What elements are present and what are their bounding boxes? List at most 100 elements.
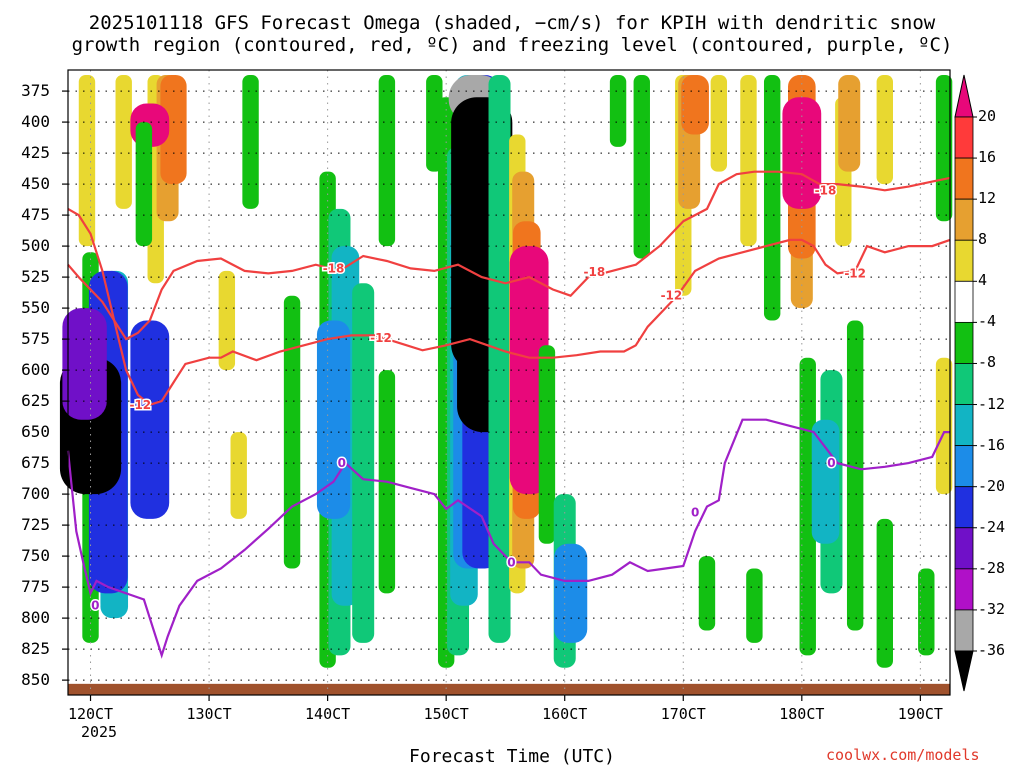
freezing-level-0-contour-label-4: 0 bbox=[827, 456, 835, 470]
colorbar-tick-label--8: -8 bbox=[978, 353, 997, 372]
omega-shade-cell-40 bbox=[538, 345, 556, 544]
y-tick-label-650: 650 bbox=[21, 422, 50, 442]
omega-shade-cell-23 bbox=[378, 74, 396, 247]
dgz-minus18-contour-line bbox=[67, 170, 951, 341]
colorbar-tick-label--20: -20 bbox=[978, 476, 1006, 495]
colorbar-band-8-to-4 bbox=[954, 239, 974, 282]
omega-shade-cell-56 bbox=[876, 74, 893, 185]
omega-shade-cell-5 bbox=[62, 308, 107, 420]
omega-shade-cell-63 bbox=[746, 568, 763, 643]
x-tick-label-150CT: 150CT bbox=[423, 705, 469, 723]
x-axis-year-label: 2025 bbox=[80, 723, 118, 741]
omega-shade-cell-21 bbox=[283, 295, 301, 569]
dgz-minus18-contour-label-2: -18 bbox=[815, 183, 837, 197]
y-tick-label-475: 475 bbox=[21, 205, 50, 225]
colorbar-tick-label-16: 16 bbox=[978, 148, 997, 167]
colorbar bbox=[954, 74, 977, 692]
y-tick-label-725: 725 bbox=[21, 515, 50, 535]
chart-title-line-2: growth region (contoured, red, ºC) and f… bbox=[71, 34, 953, 56]
omega-shade-cell-47 bbox=[681, 74, 709, 135]
y-tick-label-625: 625 bbox=[21, 391, 50, 411]
omega-shade-cell-60 bbox=[846, 320, 864, 631]
axis-ticks bbox=[62, 90, 921, 701]
freezing-level-0-contour-label-2: 0 bbox=[507, 555, 515, 569]
contour-layer: -18 -18 -18 -12 -12 -12 -12 0 0 0 0 0 bbox=[66, 170, 951, 659]
dgz-minus18-contour-label-0: -18 bbox=[323, 261, 345, 275]
x-tick-label-160CT: 160CT bbox=[542, 705, 588, 723]
omega-shade-cell-2 bbox=[130, 320, 170, 519]
colorbar-band-4-to--4 bbox=[954, 280, 974, 323]
colorbar-band--24-to--28 bbox=[954, 527, 974, 570]
omega-shade-cell-50 bbox=[763, 74, 781, 321]
y-tick-label-450: 450 bbox=[21, 174, 50, 194]
colorbar-band-20-to-16 bbox=[954, 116, 974, 159]
colorbar-tick-label-12: 12 bbox=[978, 189, 997, 208]
colorbar-tick-label--12: -12 bbox=[978, 394, 1006, 413]
omega-shade-cell-62 bbox=[698, 556, 716, 631]
colorbar-band--32-to--36 bbox=[954, 609, 974, 652]
omega-shade-cell-20 bbox=[352, 283, 375, 643]
freezing-level-0-contour-line bbox=[66, 418, 950, 659]
x-tick-label-190CT: 190CT bbox=[897, 705, 943, 723]
y-tick-label-850: 850 bbox=[21, 670, 50, 690]
omega-shade-cell-66 bbox=[935, 357, 953, 495]
omega-shade-cell-35 bbox=[488, 74, 511, 643]
y-tick-label-825: 825 bbox=[21, 639, 50, 659]
colorbar-band--28-to--32 bbox=[954, 568, 974, 611]
colorbar-tick-label-8: 8 bbox=[978, 230, 988, 249]
omega-shade-cell-61 bbox=[876, 518, 893, 668]
colorbar-band--4-to--8 bbox=[954, 321, 974, 364]
omega-shade-cell-59 bbox=[811, 419, 840, 544]
source-credit-link[interactable]: coolwx.com/models bbox=[826, 746, 980, 764]
colorbar-tick-label--28: -28 bbox=[978, 558, 1006, 577]
colorbar-tick-label--24: -24 bbox=[978, 517, 1006, 536]
omega-shade-cell-48 bbox=[710, 74, 728, 172]
chart-title-line-1: 2025101118 GFS Forecast Omega (shaded, −… bbox=[88, 12, 936, 34]
colorbar-band--12-to--16 bbox=[954, 404, 974, 447]
y-tick-label-800: 800 bbox=[21, 608, 50, 628]
omega-shade-cell-55 bbox=[838, 74, 861, 172]
dgz-minus12-contour-label-0: -12 bbox=[129, 398, 151, 412]
x-tick-label-140CT: 140CT bbox=[305, 705, 351, 723]
y-tick-label-575: 575 bbox=[21, 329, 50, 349]
dgz-minus12-contour-label-2: -12 bbox=[661, 289, 683, 303]
x-tick-label-170CT: 170CT bbox=[660, 705, 706, 723]
y-tick-label-775: 775 bbox=[21, 577, 50, 597]
y-tick-label-600: 600 bbox=[21, 360, 50, 380]
colorbar-band--20-to--24 bbox=[954, 486, 974, 529]
omega-shade-cell-53 bbox=[782, 97, 822, 209]
grid-layer bbox=[68, 70, 950, 695]
x-axis-title: Forecast Time (UTC) bbox=[409, 746, 615, 767]
colorbar-tick-label--16: -16 bbox=[978, 435, 1006, 454]
y-tick-label-700: 700 bbox=[21, 484, 50, 504]
colorbar-tick-label--4: -4 bbox=[978, 312, 997, 331]
colorbar-tick-label--32: -32 bbox=[978, 599, 1006, 618]
colorbar-tick-label--36: -36 bbox=[978, 641, 1006, 659]
freezing-level-0-contour-label-1: 0 bbox=[338, 456, 346, 470]
x-tick-label-180CT: 180CT bbox=[779, 705, 825, 723]
colorbar-band--16-to--20 bbox=[954, 445, 974, 488]
y-tick-label-375: 375 bbox=[21, 81, 50, 101]
x-tick-label-120CT: 120CT bbox=[67, 705, 114, 723]
dgz-minus12-contour-label-3: -12 bbox=[844, 266, 866, 280]
omega-shading-layer bbox=[59, 74, 953, 668]
y-tick-label-425: 425 bbox=[21, 143, 50, 163]
y-tick-label-750: 750 bbox=[21, 546, 50, 566]
dgz-minus18-contour-label-1: -18 bbox=[584, 265, 606, 279]
y-tick-label-525: 525 bbox=[21, 267, 50, 287]
surface-layer bbox=[68, 683, 950, 695]
omega-shade-cell-15 bbox=[230, 432, 247, 519]
freezing-level-0-contour-label-0: 0 bbox=[91, 599, 99, 613]
x-tick-label-130CT: 130CT bbox=[186, 705, 232, 723]
omega-shade-cell-7 bbox=[115, 74, 132, 209]
colorbar-band-16-to-12 bbox=[954, 157, 974, 200]
colorbar-band-12-to-8 bbox=[954, 198, 974, 241]
y-tick-label-675: 675 bbox=[21, 453, 50, 473]
y-tick-label-400: 400 bbox=[21, 112, 50, 132]
omega-shade-cell-64 bbox=[918, 568, 935, 656]
colorbar-tick-label-20: 20 bbox=[978, 107, 997, 125]
dgz-minus12-contour-label-1: -12 bbox=[370, 331, 392, 345]
dgz-minus12-contour-line bbox=[67, 207, 951, 407]
omega-shade-cell-43 bbox=[609, 74, 627, 147]
